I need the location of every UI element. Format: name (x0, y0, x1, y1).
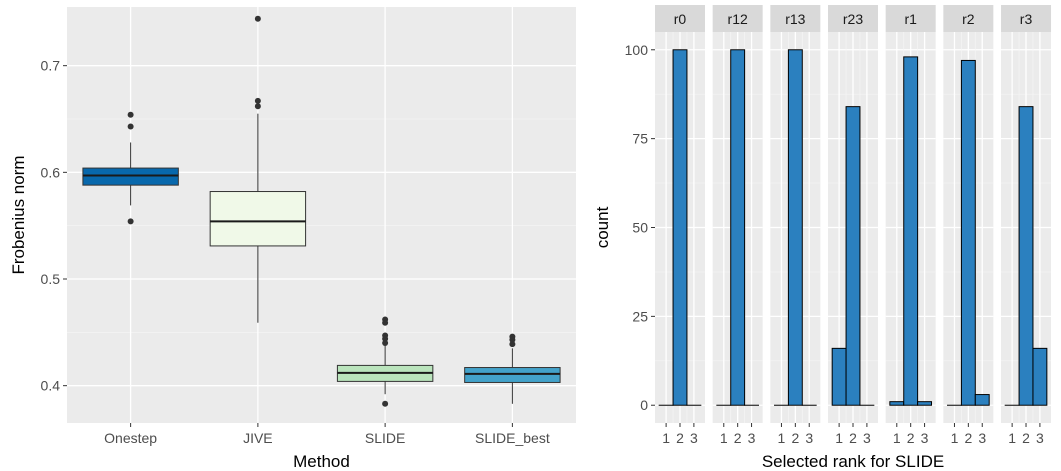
x-tick-label: 1 (662, 430, 670, 446)
x-axis-title: Selected rank for SLIDE (762, 452, 944, 471)
x-tick-label: 2 (1022, 430, 1030, 446)
bar-r1-3 (917, 401, 933, 406)
facet-strip (943, 5, 994, 32)
x-tick-label: 3 (748, 430, 756, 446)
facet-label: r13 (785, 11, 805, 27)
x-tick-label: 2 (907, 430, 915, 446)
facet-label: r23 (843, 11, 863, 27)
facet-panel-r12: r12 1 2 3 (712, 5, 763, 446)
x-tick-label: 1 (893, 430, 901, 446)
y-tick-label: 50 (632, 220, 648, 236)
facet-panel-r2: r2 1 2 3 (943, 5, 994, 446)
bar-r3-3 (1032, 347, 1048, 406)
x-tick-label: 3 (690, 430, 698, 446)
facet-strip (655, 5, 705, 32)
y-tick-label: 100 (625, 42, 649, 58)
bar-r1-2 (903, 56, 919, 406)
box-Onestep (82, 167, 179, 186)
x-tick-label: 1 (951, 430, 959, 446)
outlier-point (509, 341, 516, 348)
outlier-point (382, 400, 389, 407)
outlier-point (509, 336, 516, 343)
x-tick-label: 3 (805, 430, 813, 446)
outlier-point (127, 123, 134, 130)
x-tick-label: Onestep (104, 430, 157, 446)
bar-r13-2 (787, 49, 803, 406)
box-JIVE (209, 191, 307, 247)
y-axis-title: Frobenius norm (9, 155, 28, 274)
facet-panel-r1: r1 1 2 3 (885, 5, 936, 446)
outlier-point (254, 97, 261, 104)
facet-strip (885, 5, 936, 32)
outlier-point (254, 15, 261, 22)
x-tick-label: 1 (720, 430, 728, 446)
facet-strip (828, 5, 879, 32)
x-tick-label: 3 (978, 430, 986, 446)
x-tick-label: JIVE (243, 430, 273, 446)
facet-panel-r13: r13 1 2 3 (770, 5, 821, 446)
y-tick-label: 0 (640, 397, 648, 413)
bar-r2-2 (960, 59, 976, 406)
x-tick-label: 2 (676, 430, 684, 446)
y-tick-label: 0.4 (41, 378, 61, 394)
facet-panel-r23: r23 1 2 3 (828, 5, 879, 446)
outlier-point (382, 340, 389, 346)
y-tick-label: 0.6 (41, 164, 61, 180)
x-tick-label: 2 (964, 430, 972, 446)
x-tick-label: 1 (1008, 430, 1016, 446)
y-tick-label: 75 (632, 131, 648, 147)
y-tick-label: 25 (632, 308, 648, 324)
x-tick-label: SLIDE (365, 430, 405, 446)
x-tick-label: 2 (791, 430, 799, 446)
y-axis-title: count (593, 206, 612, 248)
bar-r0-2 (672, 49, 688, 406)
x-axis-title: Method (293, 452, 350, 471)
x-tick-label: 1 (778, 430, 786, 446)
x-tick-label: 3 (921, 430, 929, 446)
x-tick-label: SLIDE_best (475, 430, 550, 446)
boxplot-chart: 0.4 0.5 0.6 0.7 Onestep JIVE SLIDE SLIDE_best Me… (9, 7, 576, 471)
outlier-point (127, 111, 134, 118)
bar-r2-3 (974, 394, 990, 406)
bar-r12-2 (730, 49, 746, 406)
plot-background (67, 7, 576, 423)
x-tick-label: 2 (734, 430, 742, 446)
bar-r3-2 (1018, 106, 1034, 406)
outlier-point (382, 319, 389, 326)
y-tick-label: 0.7 (41, 58, 61, 74)
x-tick-label: 2 (849, 430, 857, 446)
x-tick-label: 1 (835, 430, 843, 446)
bar-r23-2 (845, 106, 861, 406)
facet-strip (770, 5, 821, 32)
y-tick-label: 0.5 (41, 271, 61, 287)
facet-label: r12 (728, 11, 748, 27)
facet-label: r0 (674, 11, 687, 27)
bar-r23-1 (831, 347, 847, 406)
outlier-point (127, 218, 134, 225)
facet-strip (712, 5, 763, 32)
facet-strip (1001, 5, 1052, 32)
facet-panel-r0: r0 1 2 3 (655, 5, 705, 446)
facet-label: r3 (1020, 11, 1033, 27)
x-tick-label: 3 (1036, 430, 1044, 446)
outlier-point (382, 335, 389, 342)
box-SLIDE_best (464, 367, 561, 383)
facet-label: r1 (904, 11, 917, 27)
facet-label: r2 (962, 11, 975, 27)
bar-r1-1 (889, 401, 905, 406)
outlier-point (254, 103, 261, 110)
x-tick-label: 3 (863, 430, 871, 446)
facet-panel-r3: r3 1 2 3 (1001, 5, 1052, 446)
